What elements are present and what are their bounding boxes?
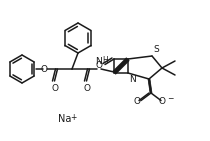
Text: O: O — [51, 84, 59, 93]
Text: +: + — [70, 113, 76, 122]
Text: O: O — [134, 97, 140, 106]
Text: O: O — [159, 97, 165, 106]
Text: −: − — [167, 94, 173, 103]
Polygon shape — [148, 79, 152, 93]
Text: O: O — [96, 61, 102, 70]
Text: N: N — [95, 57, 101, 66]
Text: N: N — [129, 75, 136, 84]
Text: O: O — [84, 84, 91, 93]
Text: O: O — [41, 64, 47, 73]
Text: H: H — [102, 56, 108, 65]
Text: S: S — [153, 45, 159, 54]
Text: Na: Na — [58, 114, 71, 124]
